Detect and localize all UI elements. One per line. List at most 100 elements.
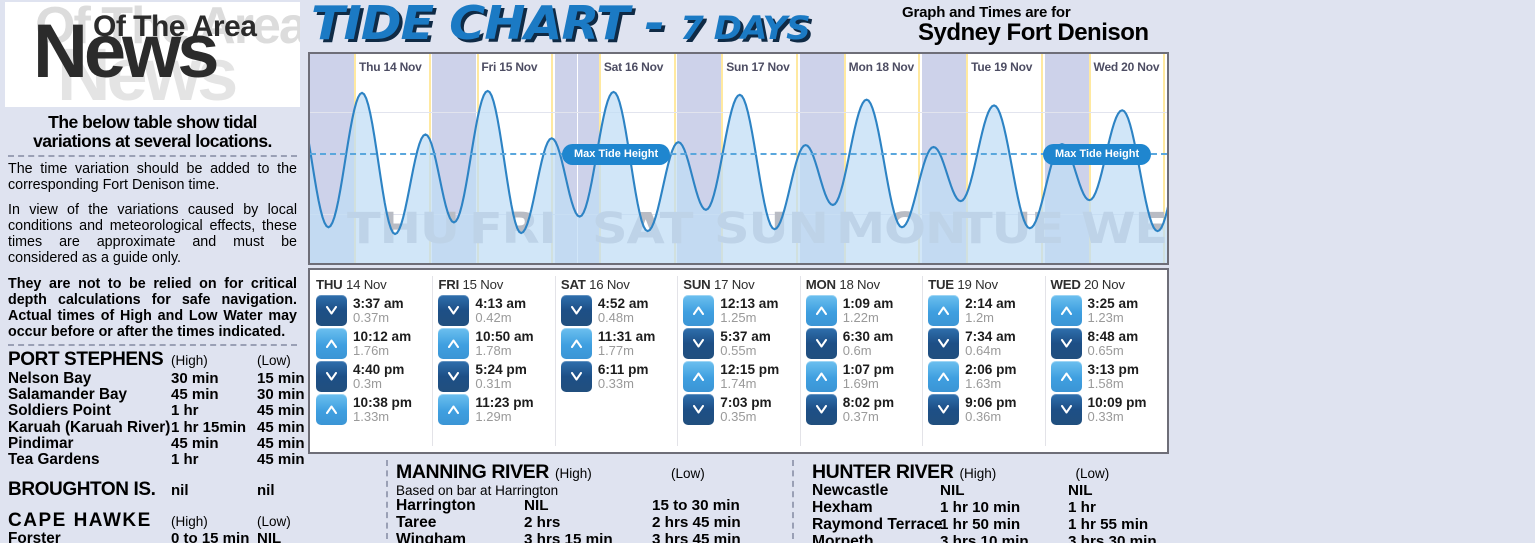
tide-row[interactable]: 11:23 pm 1.29m: [438, 394, 554, 425]
tide-row[interactable]: 4:13 am 0.42m: [438, 295, 554, 326]
tide-column-fri: FRI 15 Nov 4:13 am 0.42m 10:50 am 1.78m 5:24 …: [432, 270, 554, 452]
tide-row[interactable]: 11:31 am 1.77m: [560, 328, 677, 359]
tide-entry-text: 10:50 am 1.78m: [475, 330, 533, 357]
tide-height: 1.23m: [1087, 309, 1124, 325]
tide-height: 0.42m: [475, 309, 512, 325]
tide-row[interactable]: 2:14 am 1.2m: [928, 295, 1044, 326]
location-name: Raymond Terrace: [812, 515, 943, 533]
high-value: 3 hrs 15 min: [524, 530, 613, 543]
tide-column-day: MON: [805, 277, 836, 292]
arrow-down-icon: [316, 295, 347, 326]
location-name: Nelson Bay: [8, 369, 92, 387]
day-label-3: Sun 17 Nov: [726, 60, 790, 74]
tide-row[interactable]: 3:13 pm 1.58m: [1050, 361, 1167, 392]
high-column-header: (High): [171, 353, 208, 369]
high-value: 3 hrs 10 min: [940, 532, 1029, 543]
sunset-line: [918, 54, 921, 263]
tide-row[interactable]: 8:02 pm 0.37m: [805, 394, 922, 425]
tide-entry-text: 2:14 am 1.2m: [965, 297, 1016, 324]
tide-entry-text: 1:07 pm 1.69m: [843, 363, 894, 390]
tide-height: 0.3m: [353, 375, 382, 391]
tide-row[interactable]: 3:25 am 1.23m: [1050, 295, 1167, 326]
arrow-up-icon: [805, 295, 837, 326]
arrow-down-icon: [438, 361, 470, 392]
tide-entry-text: 6:30 am 0.6m: [843, 330, 894, 357]
page-title-dash: -: [644, 0, 665, 50]
arrow-up-icon: [438, 394, 470, 425]
tide-column-date: 16 Nov: [589, 277, 630, 292]
divider: [8, 344, 297, 347]
tide-row[interactable]: 10:09 pm 0.33m: [1050, 394, 1167, 425]
table-row: Pindimar 45 min 45 min: [8, 435, 305, 452]
tide-graph[interactable]: THUFRISATSUNMONTUEWED Max Tide Height Ma…: [308, 52, 1169, 265]
tide-column-header: THU 14 Nov: [316, 277, 432, 292]
tide-row[interactable]: 1:07 pm 1.69m: [805, 361, 922, 392]
tide-height: 0.31m: [475, 375, 512, 391]
tide-row[interactable]: 5:24 pm 0.31m: [438, 361, 554, 392]
tide-time: 10:50 am: [475, 328, 534, 344]
tide-row[interactable]: 10:50 am 1.78m: [438, 328, 554, 359]
tide-row[interactable]: 12:15 pm 1.74m: [683, 361, 799, 392]
low-value: 2 hrs 45 min: [652, 513, 741, 531]
arrow-up-icon: [928, 295, 960, 326]
tide-row[interactable]: 7:34 am 0.64m: [928, 328, 1044, 359]
arrow-up-icon: [1050, 361, 1082, 392]
hunter-river-panel: HUNTER RIVER (High) (Low) Newcastle NIL …: [792, 456, 1232, 543]
tide-row[interactable]: 12:13 am 1.25m: [683, 295, 799, 326]
masthead-ghost-top: Of The Area: [35, 2, 300, 55]
arrow-up-icon: [316, 328, 347, 359]
tide-time: 6:30 am: [842, 328, 894, 344]
high-value: nil: [171, 481, 189, 499]
tide-row[interactable]: 10:12 am 1.76m: [316, 328, 432, 359]
tide-time: 10:09 pm: [1087, 394, 1147, 410]
low-value: 1 hr 55 min: [1068, 515, 1149, 533]
tide-column-day: FRI: [438, 277, 460, 292]
tide-height: 0.35m: [720, 408, 757, 424]
tide-row[interactable]: 3:37 am 0.37m: [316, 295, 432, 326]
tide-row[interactable]: 1:09 am 1.22m: [805, 295, 922, 326]
high-column-header: (High): [959, 466, 997, 481]
tide-column-sat: SAT 16 Nov 4:52 am 0.48m 11:31 am 1.77m 6:11 …: [554, 270, 677, 452]
tide-time: 2:14 am: [965, 295, 1016, 311]
tide-height: 0.64m: [965, 342, 1002, 358]
tide-graph-canvas: THUFRISATSUNMONTUEWED Max Tide Height Ma…: [310, 54, 1167, 263]
tide-entry-text: 12:13 am 1.25m: [720, 297, 778, 324]
tide-time: 1:09 am: [842, 295, 894, 311]
high-value: 1 hr 50 min: [940, 515, 1021, 533]
tide-height: 0.55m: [720, 342, 757, 358]
arrow-down-icon: [805, 328, 837, 359]
tide-time: 3:37 am: [353, 295, 404, 311]
tide-row[interactable]: 4:52 am 0.48m: [560, 295, 677, 326]
tide-height: 1.29m: [475, 408, 512, 424]
sunrise-line: [843, 54, 846, 263]
tide-row[interactable]: 7:03 pm 0.35m: [683, 394, 799, 425]
divider: [792, 460, 794, 539]
table-header-row: MANNING RIVER (High) (Low): [396, 461, 812, 483]
tide-row[interactable]: 4:40 pm 0.3m: [316, 361, 432, 392]
tide-column-date: 14 Nov: [345, 277, 387, 292]
tide-row[interactable]: 6:30 am 0.6m: [805, 328, 922, 359]
tide-rows: 2:14 am 1.2m 7:34 am 0.64m 2:06 pm 1.63m 9:06 …: [928, 295, 1044, 425]
location-name: Hexham: [812, 498, 873, 516]
tide-row[interactable]: 2:06 pm 1.63m: [928, 361, 1044, 392]
tide-entry-text: 4:40 pm 0.3m: [353, 363, 404, 390]
tide-height: 1.22m: [842, 309, 879, 325]
high-value: NIL: [940, 482, 965, 500]
tide-row[interactable]: 8:48 am 0.65m: [1050, 328, 1167, 359]
tide-row[interactable]: 6:11 pm 0.33m: [560, 361, 677, 392]
low-value: 15 min: [257, 369, 305, 387]
tide-row[interactable]: 10:38 pm 1.33m: [316, 394, 432, 425]
tide-height: 1.63m: [965, 375, 1002, 391]
tide-column-day: SAT: [560, 277, 586, 292]
tide-height: 0.48m: [597, 309, 634, 325]
arrow-down-icon: [928, 328, 960, 359]
location-name: Wingham: [396, 530, 467, 543]
sunrise-line: [966, 54, 969, 263]
table-row: Tea Gardens 1 hr 45 min: [8, 451, 305, 468]
tide-row[interactable]: 9:06 pm 0.36m: [928, 394, 1044, 425]
sidebar-paragraph-2: In view of the variations caused by loca…: [8, 202, 297, 267]
tide-row[interactable]: 5:37 am 0.55m: [683, 328, 799, 359]
tide-column-sun: SUN 17 Nov 12:13 am 1.25m 5:37 am 0.55m 12:15…: [677, 270, 799, 452]
tide-column-wed: WED 20 Nov 3:25 am 1.23m 8:48 am 0.65m 3:13 p…: [1044, 270, 1167, 452]
tide-entry-text: 1:09 am 1.22m: [843, 297, 894, 324]
